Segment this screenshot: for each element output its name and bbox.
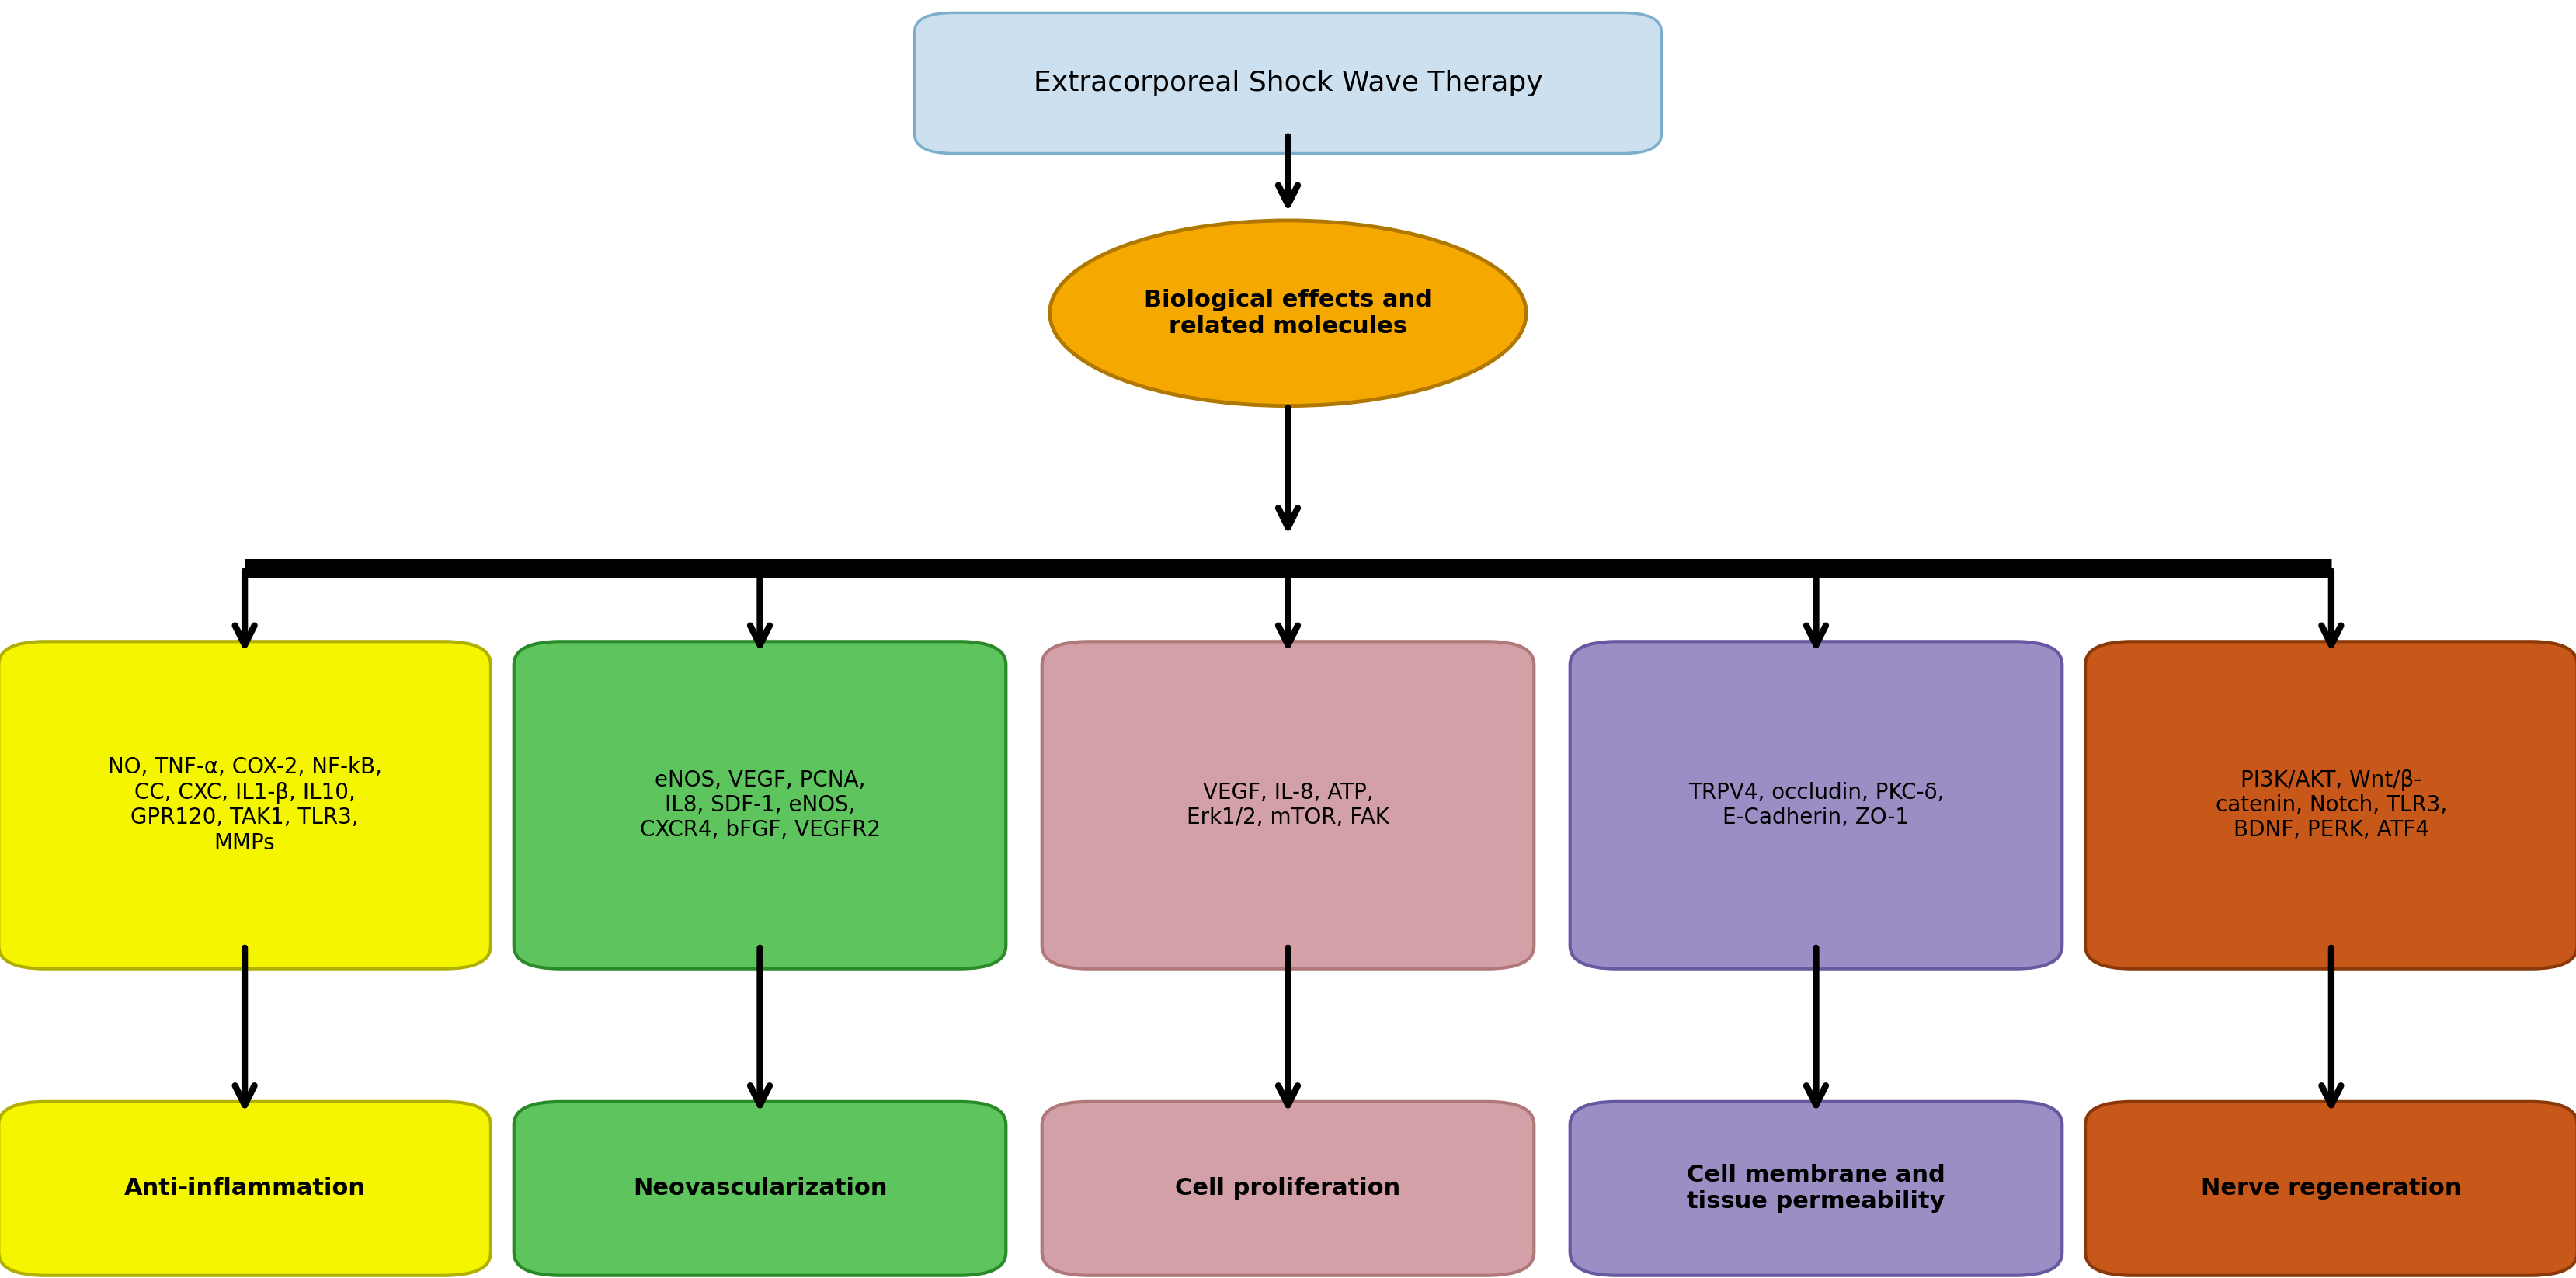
Text: Anti-inflammation: Anti-inflammation (124, 1177, 366, 1200)
FancyBboxPatch shape (0, 642, 489, 969)
Text: NO, TNF-α, COX-2, NF-kB,
CC, CXC, IL1-β, IL10,
GPR120, TAK1, TLR3,
MMPs: NO, TNF-α, COX-2, NF-kB, CC, CXC, IL1-β,… (108, 757, 381, 854)
Text: Neovascularization: Neovascularization (634, 1177, 886, 1200)
Text: Extracorporeal Shock Wave Therapy: Extracorporeal Shock Wave Therapy (1033, 70, 1543, 96)
FancyBboxPatch shape (1569, 1102, 2061, 1275)
FancyBboxPatch shape (914, 13, 1662, 153)
Text: Cell proliferation: Cell proliferation (1175, 1177, 1401, 1200)
Text: PI3K/AKT, Wnt/β-
catenin, Notch, TLR3,
BDNF, PERK, ATF4: PI3K/AKT, Wnt/β- catenin, Notch, TLR3, B… (2215, 769, 2447, 841)
FancyBboxPatch shape (0, 1102, 489, 1275)
Ellipse shape (1048, 220, 1525, 406)
Text: Nerve regeneration: Nerve regeneration (2200, 1177, 2463, 1200)
Text: Cell membrane and
tissue permeability: Cell membrane and tissue permeability (1687, 1164, 1945, 1213)
FancyBboxPatch shape (1041, 1102, 1533, 1275)
Text: VEGF, IL-8, ATP,
Erk1/2, mTOR, FAK: VEGF, IL-8, ATP, Erk1/2, mTOR, FAK (1188, 782, 1388, 828)
FancyBboxPatch shape (2087, 642, 2576, 969)
FancyBboxPatch shape (1569, 642, 2061, 969)
Text: TRPV4, occludin, PKC-δ,
E-Cadherin, ZO-1: TRPV4, occludin, PKC-δ, E-Cadherin, ZO-1 (1687, 782, 1945, 828)
Text: Biological effects and
related molecules: Biological effects and related molecules (1144, 289, 1432, 337)
FancyBboxPatch shape (513, 1102, 1005, 1275)
FancyBboxPatch shape (1041, 642, 1533, 969)
FancyBboxPatch shape (2087, 1102, 2576, 1275)
Text: eNOS, VEGF, PCNA,
IL8, SDF-1, eNOS,
CXCR4, bFGF, VEGFR2: eNOS, VEGF, PCNA, IL8, SDF-1, eNOS, CXCR… (639, 769, 881, 841)
FancyBboxPatch shape (513, 642, 1005, 969)
